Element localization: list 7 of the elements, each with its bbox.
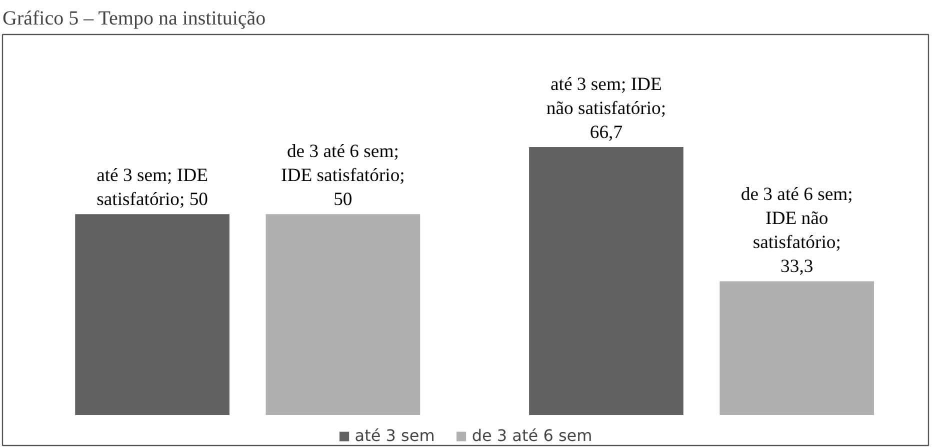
- data-label: de 3 até 6 sem; IDE satisfatório; 50: [281, 140, 405, 210]
- data-label: de 3 até 6 sem; IDE não satisfatório; 33,3: [740, 184, 853, 278]
- data-label: até 3 sem; IDE não satisfatório; 66,7: [546, 74, 666, 144]
- legend-label: até 3 sem: [354, 426, 435, 445]
- chart-title: Gráfico 5 – Tempo na instituição: [2, 8, 266, 30]
- legend-label: de 3 até 6 sem: [472, 426, 592, 445]
- data-label: até 3 sem; IDE satisfatório; 50: [96, 165, 208, 210]
